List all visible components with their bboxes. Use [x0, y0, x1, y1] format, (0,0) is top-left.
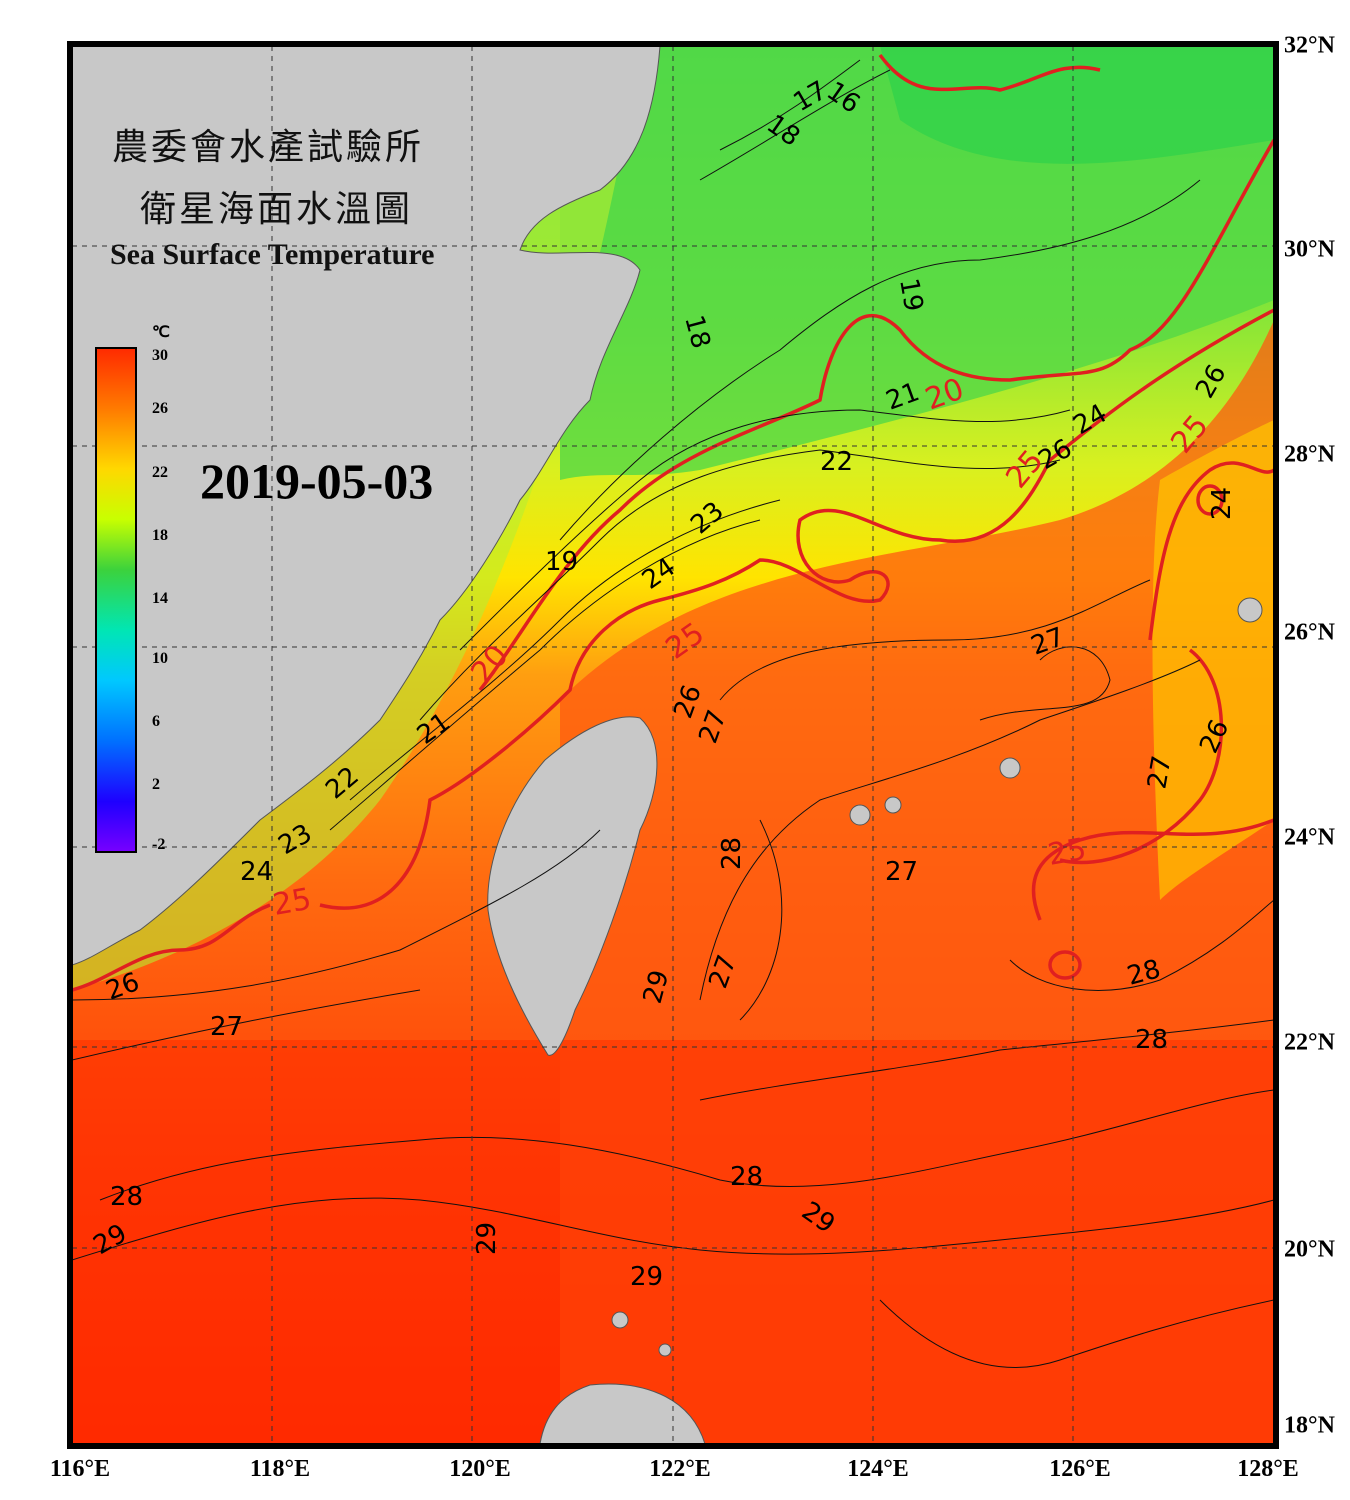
isotherm-red — [1196, 484, 1224, 516]
map-frame — [67, 41, 1279, 1449]
contour-label: 28 — [730, 1162, 763, 1192]
lat-label-24: 24°N — [1284, 824, 1335, 851]
isotherm-black — [739, 819, 783, 1021]
contour-label: 27 — [885, 857, 918, 887]
lat-label-18: 18°N — [1284, 1412, 1335, 1439]
colorbar-tick: 18 — [152, 527, 168, 544]
lat-label-28: 28°N — [1284, 441, 1335, 468]
contour-label: 27 — [1142, 753, 1177, 791]
coldest-area — [880, 46, 1274, 164]
lat-label-22: 22°N — [1284, 1029, 1335, 1056]
isotherm-red — [478, 139, 1274, 692]
isotherm-major-lines — [72, 53, 1274, 992]
isotherm-black — [329, 519, 761, 831]
ryukyu-island — [849, 804, 871, 826]
isotherm-black — [699, 1019, 1274, 1101]
colorbar — [95, 347, 137, 853]
lon-label-120: 120°E — [449, 1456, 511, 1482]
ryukyu-island — [999, 757, 1021, 779]
lon-label-124: 124°E — [847, 1456, 909, 1482]
date-label: 2019-05-03 — [200, 453, 434, 509]
colorbar-tick: 6 — [152, 713, 160, 730]
contour-label: 27 — [210, 1012, 243, 1042]
taiwan-island — [487, 716, 658, 1056]
isotherm-black — [979, 646, 1111, 721]
ryukyu-island — [1237, 597, 1263, 623]
contour-label: 19 — [545, 547, 578, 577]
title-english: Sea Surface Temperature — [110, 238, 435, 271]
isotherm-black — [99, 1089, 1274, 1201]
isotherm-black — [459, 409, 1071, 651]
contour-label: 19 — [893, 276, 928, 314]
lon-label-128: 128°E — [1237, 1456, 1299, 1482]
isotherm-minor-lines — [72, 59, 1274, 1368]
colorbar-tick: 26 — [152, 400, 168, 417]
small-island — [658, 1343, 672, 1357]
contour-label-red: 25 — [270, 882, 314, 923]
isotherm-black — [72, 1197, 1274, 1261]
isotherm-black — [699, 69, 891, 181]
isotherm-red — [1148, 461, 1274, 641]
isotherm-red — [1048, 950, 1082, 980]
colorbar-tick: 22 — [152, 464, 168, 481]
contour-label: 29 — [472, 1222, 502, 1255]
colorbar-unit: ℃ — [152, 324, 170, 341]
contour-label: 28 — [717, 837, 747, 870]
lon-label-118: 118°E — [249, 1456, 311, 1482]
colorbar-tick: -2 — [152, 836, 166, 853]
lon-label-116: 116°E — [49, 1456, 111, 1482]
isotherm-red — [72, 903, 271, 992]
isotherm-black — [719, 579, 1151, 701]
lat-label-26: 26°N — [1284, 619, 1335, 646]
contour-label: 28 — [110, 1182, 143, 1212]
colorbar-tick: 30 — [152, 347, 168, 364]
luzon-island — [539, 1383, 706, 1444]
isotherm-black — [349, 499, 781, 801]
isotherm-black — [559, 179, 1201, 541]
isotherm-red — [1031, 818, 1274, 921]
isotherm-red — [319, 308, 1274, 910]
isotherm-black — [1009, 899, 1274, 991]
isotherm-black — [699, 659, 1201, 1001]
lat-label-20: 20°N — [1284, 1236, 1335, 1263]
ryukyu-island — [884, 796, 902, 814]
isotherm-red — [878, 53, 1101, 92]
contour-label: 28 — [1135, 1025, 1168, 1055]
lat-lon-grid — [72, 46, 1274, 1444]
southern-warm-area — [72, 1040, 1274, 1444]
isotherm-red — [1059, 648, 1224, 865]
lon-label-122: 122°E — [649, 1456, 711, 1482]
china-mainland — [72, 46, 661, 966]
contour-label: 22 — [820, 447, 853, 477]
contour-label: 29 — [630, 1262, 663, 1292]
contour-label: 24 — [240, 857, 273, 887]
title-line1: 農委會水產試驗所 — [112, 127, 425, 168]
isotherm-black — [419, 449, 1061, 721]
isotherm-black — [879, 1299, 1274, 1368]
cool-eddy-east — [1152, 420, 1274, 900]
isotherm-black — [72, 989, 421, 1061]
small-island — [611, 1311, 629, 1329]
colorbar-tick: 2 — [152, 776, 160, 793]
lat-label-30: 30°N — [1284, 236, 1335, 263]
colorbar-tick: 10 — [152, 650, 168, 667]
lat-label-32: 32°N — [1284, 32, 1335, 59]
title-line2: 衛星海面水溫圖 — [140, 189, 414, 230]
contour-label-red: 25 — [1045, 832, 1089, 873]
isotherm-black — [719, 59, 861, 151]
colorbar-tick: 14 — [152, 590, 168, 607]
contour-label: 24 — [1207, 487, 1237, 520]
lon-label-126: 126°E — [1049, 1456, 1111, 1482]
isotherm-black — [72, 829, 601, 1001]
